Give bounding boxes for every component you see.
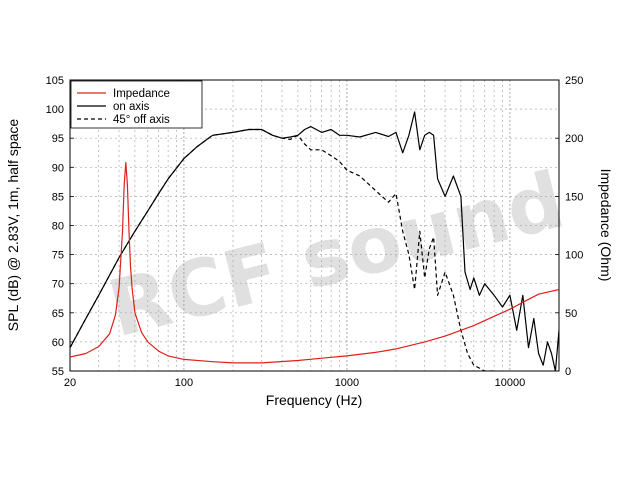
y-left-tick-label: 95 xyxy=(52,133,64,145)
y-axis-left-title: SPL (dB) @ 2.83V, 1m, half space xyxy=(5,119,21,332)
y-left-tick-label: 80 xyxy=(52,221,64,233)
y-right-tick-label: 100 xyxy=(565,250,583,262)
y-axis-right-title: Impedance (Ohm) xyxy=(598,169,614,282)
series-line-impedance xyxy=(70,162,559,364)
y-left-tick-label: 65 xyxy=(52,308,64,320)
legend-label-on-axis: on axis xyxy=(113,101,150,113)
tick-labels: 20 100 1000 10000 55 60 65 70 75 80 85 90 95 100 105 0 5… xyxy=(46,75,584,389)
legend-label-impedance: Impedance xyxy=(113,88,170,100)
legend: Impedance on axis 45° off axis xyxy=(70,80,203,129)
y-right-tick-label: 150 xyxy=(565,191,583,203)
y-left-tick-label: 90 xyxy=(52,162,64,174)
x-tick-label: 100 xyxy=(175,377,193,389)
legend-box xyxy=(70,80,203,129)
y-right-tick-label: 0 xyxy=(565,366,571,378)
y-right-tick-label: 50 xyxy=(565,308,577,320)
series-layer xyxy=(70,111,559,371)
y-right-tick-label: 200 xyxy=(565,133,583,145)
legend-label-off-axis: 45° off axis xyxy=(113,114,170,126)
y-left-tick-label: 85 xyxy=(52,191,64,203)
y-left-tick-label: 60 xyxy=(52,337,64,349)
y-left-tick-label: 105 xyxy=(46,75,64,87)
y-left-tick-label: 75 xyxy=(52,250,64,262)
x-tick-label: 20 xyxy=(64,377,76,389)
y-left-tick-label: 70 xyxy=(52,279,64,291)
y-left-tick-label: 100 xyxy=(46,104,64,116)
series-line-on-axis xyxy=(70,111,559,371)
x-tick-label: 10000 xyxy=(495,377,526,389)
x-axis-title: Frequency (Hz) xyxy=(266,392,362,408)
watermark-text: RCF sound xyxy=(100,156,573,356)
y-right-tick-label: 250 xyxy=(565,75,583,87)
y-left-tick-label: 55 xyxy=(52,366,64,378)
x-tick-label: 1000 xyxy=(335,377,359,389)
